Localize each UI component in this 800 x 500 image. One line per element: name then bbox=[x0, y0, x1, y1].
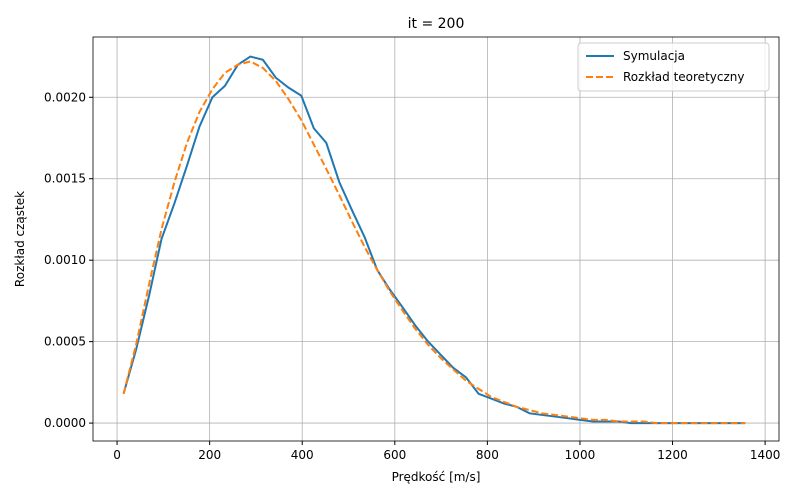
x-tick-label: 0 bbox=[113, 448, 121, 462]
data-line bbox=[122, 55, 746, 425]
data-line bbox=[122, 60, 746, 425]
x-axis-label: Prędkość [m/s] bbox=[392, 470, 481, 484]
x-tick-label: 800 bbox=[476, 448, 499, 462]
x-tick-label: 1200 bbox=[657, 448, 688, 462]
x-tick-label: 1000 bbox=[565, 448, 596, 462]
y-tick-label: 0.0010 bbox=[44, 253, 86, 267]
legend-box bbox=[577, 42, 770, 92]
y-tick-label: 0.0000 bbox=[44, 416, 86, 430]
legend: Symulacja Rozkład teoretyczny bbox=[577, 42, 770, 92]
y-tick-label: 0.0015 bbox=[44, 172, 86, 186]
legend-label: Rozkład teoretyczny bbox=[623, 70, 744, 84]
y-tick-label: 0.0020 bbox=[44, 90, 86, 104]
x-tick-label: 600 bbox=[383, 448, 406, 462]
chart-title: it = 200 bbox=[408, 16, 465, 32]
y-axis-label: Rozkład cząstek bbox=[13, 191, 27, 287]
x-tick-label: 1400 bbox=[750, 448, 781, 462]
y-tick-label: 0.0005 bbox=[44, 335, 86, 349]
x-tick-label: 200 bbox=[198, 448, 221, 462]
legend-label: Symulacja bbox=[623, 49, 685, 63]
x-tick-label: 400 bbox=[291, 448, 314, 462]
plot-frame bbox=[92, 36, 780, 442]
